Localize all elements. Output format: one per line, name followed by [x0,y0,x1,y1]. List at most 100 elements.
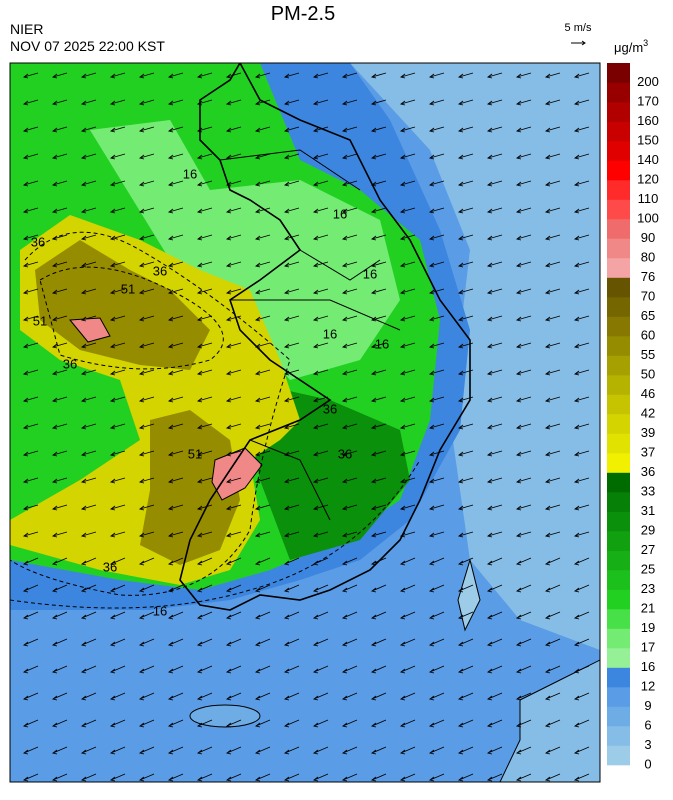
colorbar-label: 80 [641,249,655,264]
wind-arrow [51,665,68,674]
wind-arrow [515,450,532,457]
wind-arrow [254,584,271,593]
wind-arrow [51,638,68,647]
wind-arrow [515,692,532,701]
wind-arrow [167,773,184,782]
contour-label: 16 [333,206,347,221]
wind-arrow [22,746,39,755]
wind-arrow [80,611,97,620]
wind-arrow [254,773,271,782]
wind-arrow [312,207,329,214]
wind-arrow [196,477,213,484]
colorbar-swatch [607,648,630,668]
wind-arrow [370,261,387,268]
wind-arrow [370,611,387,620]
wind-arrow [515,719,532,728]
wind-arrow [399,531,416,538]
wind-arrow [254,692,271,701]
wind-arrow [515,477,532,484]
wind-arrow [51,477,68,484]
wind-arrow [196,504,213,511]
wind-arrow [196,315,213,322]
wind-arrow [428,773,445,782]
wind-arrow [399,450,416,457]
wind-arrow [312,665,329,674]
wind-arrow [109,234,126,241]
wind-arrow [22,423,39,430]
colorbar-label: 3 [644,737,651,752]
wind-arrow [312,369,329,376]
wind-arrow [167,450,184,457]
wind-arrow [428,665,445,674]
wind-arrow [399,261,416,268]
wind-arrow [457,369,474,376]
colorbar-label: 36 [641,464,655,479]
wind-arrow [51,342,68,349]
colorbar-swatch [607,433,630,454]
wind-arrow [109,584,126,593]
wind-arrow [312,611,329,620]
wind-arrow [428,369,445,376]
wind-arrow [196,746,213,755]
wind-arrow [515,288,532,295]
colorbar-label: 16 [641,659,655,674]
wind-arrow [399,396,416,403]
colorbar-swatch [607,219,630,239]
colorbar-swatch [607,102,630,122]
wind-arrow [283,72,300,79]
wind-arrow [573,638,590,647]
wind-arrow [428,261,445,268]
wind-arrow [486,477,503,484]
wind-arrow [196,99,213,106]
wind-arrow [341,180,358,187]
wind-arrow [486,719,503,728]
wind-arrow [486,504,503,511]
wind-arrow [341,584,358,593]
wind-arrow [51,288,68,295]
wind-arrow [196,288,213,295]
wind-arrow [138,180,155,187]
wind-arrow [225,638,242,647]
wind-arrow [544,665,561,674]
wind-arrow [283,611,300,620]
wind-arrow [573,477,590,484]
wind-arrow [196,450,213,457]
wind-arrow [341,99,358,106]
wind-arrow [167,288,184,295]
wind-arrow [544,261,561,268]
wind-arrow [428,638,445,647]
wind-arrow [167,396,184,403]
colorbar-swatch [607,258,630,278]
colorbar-label: 21 [641,600,655,615]
wind-arrow [312,773,329,782]
wind-arrow [196,423,213,430]
wind-arrow [51,746,68,755]
wind-arrow [486,611,503,620]
olive-core-north [35,240,210,370]
wind-arrow [22,719,39,728]
wind-arrow [370,584,387,593]
wind-arrow [573,450,590,457]
wind-arrow [486,180,503,187]
contour-label: 16 [363,266,377,281]
colorbar-swatch [607,726,630,746]
wind-arrow [51,153,68,160]
colorbar-swatch [607,511,630,532]
wind-arrow [283,638,300,647]
wind-arrow [370,126,387,133]
wind-arrow [457,477,474,484]
wind-arrow [341,261,358,268]
wind-arrow [573,153,590,160]
contour-label: 51 [33,313,47,328]
wind-arrow [254,342,271,349]
wind-arrow [80,638,97,647]
wind-arrow [515,180,532,187]
wind-arrow [515,504,532,511]
wind-arrow [544,719,561,728]
wind-arrow [22,234,39,241]
wind-arrow [167,477,184,484]
wind-arrow [370,504,387,511]
wind-arrow [22,531,39,538]
wind-arrow [109,773,126,782]
wind-arrow [312,261,329,268]
